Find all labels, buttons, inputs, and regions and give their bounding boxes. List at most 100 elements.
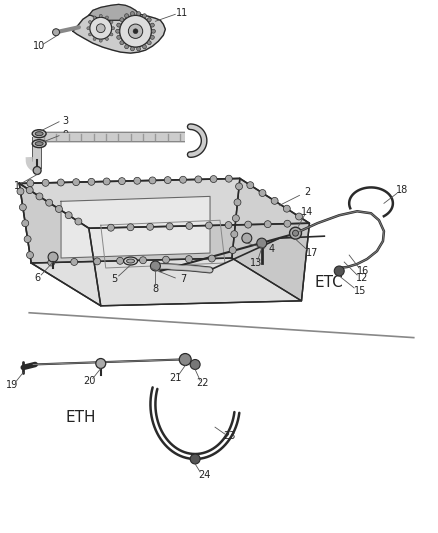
Circle shape <box>110 21 113 23</box>
Polygon shape <box>19 179 309 228</box>
Ellipse shape <box>35 142 43 146</box>
Circle shape <box>205 222 212 229</box>
Ellipse shape <box>127 259 134 263</box>
Circle shape <box>56 205 62 213</box>
Circle shape <box>118 177 125 184</box>
Circle shape <box>133 29 138 34</box>
Circle shape <box>120 18 124 22</box>
Circle shape <box>150 35 154 39</box>
Text: 14: 14 <box>301 207 314 217</box>
Polygon shape <box>232 179 309 301</box>
Circle shape <box>120 41 124 45</box>
Text: 6: 6 <box>34 273 40 283</box>
Text: 2: 2 <box>304 188 311 197</box>
Circle shape <box>26 187 33 193</box>
Circle shape <box>99 14 102 17</box>
Circle shape <box>103 178 110 185</box>
Circle shape <box>106 37 109 41</box>
Circle shape <box>117 257 124 264</box>
Text: 16: 16 <box>357 266 369 276</box>
Circle shape <box>137 47 141 51</box>
Circle shape <box>24 236 31 243</box>
Circle shape <box>179 353 191 366</box>
Text: 17: 17 <box>306 248 318 258</box>
Circle shape <box>334 266 344 276</box>
Circle shape <box>152 29 155 33</box>
Circle shape <box>88 179 95 185</box>
Circle shape <box>290 227 301 239</box>
Circle shape <box>87 27 90 30</box>
Circle shape <box>164 176 171 183</box>
Circle shape <box>53 29 60 36</box>
Ellipse shape <box>32 140 46 148</box>
Circle shape <box>94 258 101 265</box>
Circle shape <box>264 221 271 228</box>
Circle shape <box>150 261 160 271</box>
Circle shape <box>131 12 134 15</box>
Text: 15: 15 <box>354 286 366 296</box>
Circle shape <box>234 199 241 206</box>
Circle shape <box>88 21 92 23</box>
Circle shape <box>96 24 105 33</box>
Text: 21: 21 <box>169 374 181 383</box>
Circle shape <box>210 175 217 182</box>
Circle shape <box>27 180 34 187</box>
Text: 9: 9 <box>62 130 68 140</box>
Circle shape <box>48 252 58 262</box>
Circle shape <box>88 33 92 36</box>
Circle shape <box>166 223 173 230</box>
Text: 18: 18 <box>396 185 408 196</box>
Circle shape <box>180 176 187 183</box>
Circle shape <box>90 17 112 39</box>
Circle shape <box>293 230 298 236</box>
Circle shape <box>71 259 78 265</box>
Polygon shape <box>89 4 141 20</box>
Circle shape <box>17 188 24 195</box>
Circle shape <box>107 224 114 231</box>
Circle shape <box>57 179 64 186</box>
Circle shape <box>93 37 96 41</box>
Circle shape <box>185 256 192 263</box>
Circle shape <box>283 205 290 212</box>
Circle shape <box>142 45 146 49</box>
Circle shape <box>142 14 146 18</box>
Polygon shape <box>19 179 240 263</box>
Text: 10: 10 <box>33 41 45 51</box>
Circle shape <box>162 256 170 263</box>
Circle shape <box>225 222 232 229</box>
Text: 22: 22 <box>196 378 208 389</box>
Ellipse shape <box>32 130 46 138</box>
Ellipse shape <box>124 257 138 265</box>
Circle shape <box>46 199 53 206</box>
Circle shape <box>296 213 303 220</box>
Circle shape <box>147 223 154 230</box>
Circle shape <box>208 255 215 262</box>
Circle shape <box>247 182 254 189</box>
Circle shape <box>127 224 134 231</box>
Circle shape <box>195 176 202 183</box>
Circle shape <box>124 45 129 49</box>
Circle shape <box>117 35 121 39</box>
Circle shape <box>75 218 82 225</box>
Text: 19: 19 <box>6 381 18 390</box>
Circle shape <box>245 221 251 228</box>
Circle shape <box>120 15 152 47</box>
Circle shape <box>259 190 266 197</box>
Polygon shape <box>31 258 301 306</box>
Text: 24: 24 <box>198 470 210 480</box>
Circle shape <box>110 33 113 36</box>
Circle shape <box>186 222 193 229</box>
Text: 5: 5 <box>112 274 118 284</box>
Circle shape <box>147 41 151 45</box>
Circle shape <box>271 197 278 204</box>
Circle shape <box>106 16 109 19</box>
Circle shape <box>99 39 102 42</box>
Text: 3: 3 <box>62 116 68 126</box>
Text: 1: 1 <box>14 181 20 191</box>
Circle shape <box>231 231 238 238</box>
Circle shape <box>229 247 236 254</box>
Circle shape <box>147 18 151 22</box>
Text: 23: 23 <box>224 431 236 441</box>
Polygon shape <box>19 183 101 306</box>
Text: ETC: ETC <box>315 276 344 290</box>
